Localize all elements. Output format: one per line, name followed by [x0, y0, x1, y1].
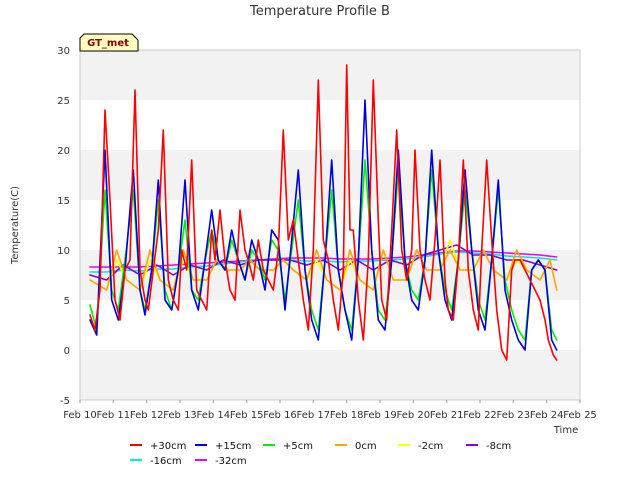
x-tick-label: Feb 11: [97, 410, 131, 421]
x-tick-labels: Feb 10 Feb 11 Feb 12 Feb 13 Feb 14 Feb 15 Feb …: [63, 400, 597, 421]
x-tick-label: Feb 12: [130, 410, 164, 421]
badge-shape: [79, 33, 139, 52]
badge-label: GT_met: [87, 38, 129, 49]
grid-band: [80, 50, 580, 100]
x-tick-label: Feb 19: [363, 410, 397, 421]
legend-label: -8cm: [486, 441, 511, 452]
series-line-0cm: [89, 249, 558, 291]
y-tick-label: -5: [60, 396, 70, 407]
legend-label: -16cm: [150, 456, 182, 467]
x-tick-label: Feb 24: [530, 410, 564, 421]
legend-label: -2cm: [418, 441, 443, 452]
legend-label: -32cm: [215, 456, 247, 467]
legend-label: +30cm: [150, 441, 186, 452]
x-tick-label: Feb 15: [230, 410, 264, 421]
y-tick-label: 25: [57, 96, 70, 107]
y-tick-labels: -5 0 5 10 15 20 25 30: [57, 46, 70, 407]
x-tick-label: Feb 10: [63, 410, 97, 421]
y-tick-label: 0: [64, 346, 70, 357]
x-tick-label: Feb 18: [330, 410, 364, 421]
grid-band: [80, 350, 580, 400]
gt-met-badge: GT_met: [79, 33, 139, 52]
legend-label: +5cm: [283, 441, 313, 452]
y-tick-label: 30: [57, 46, 70, 57]
y-axis-title: Temperature(C): [10, 186, 21, 265]
x-tick-label: Feb 16: [263, 410, 297, 421]
x-tick-label: Feb 21: [430, 410, 464, 421]
y-tick-label: 10: [57, 246, 70, 257]
x-axis-title: Time: [553, 425, 578, 436]
y-tick-label: 15: [57, 196, 70, 207]
x-tick-label: Feb 14: [197, 410, 231, 421]
x-tick-label: Feb 22: [463, 410, 497, 421]
legend-label: +15cm: [215, 441, 251, 452]
chart-title: Temperature Profile B: [249, 4, 390, 19]
series-layer: [89, 64, 558, 361]
y-tick-label: 20: [57, 146, 70, 157]
series-line-30cm: [89, 64, 558, 361]
x-tick-label: Feb 23: [497, 410, 531, 421]
y-tick-label: 5: [64, 296, 70, 307]
x-tick-label: Feb 25: [563, 410, 597, 421]
x-tick-label: Feb 17: [297, 410, 331, 421]
x-tick-label: Feb 20: [397, 410, 431, 421]
legend: +30cm +15cm +5cm 0cm -2cm -8cm -16cm -32cm: [130, 441, 511, 467]
x-tick-label: Feb 13: [163, 410, 197, 421]
series-line-15cm: [89, 99, 558, 351]
plot-frame: [79, 49, 581, 401]
legend-label: 0cm: [355, 441, 377, 452]
